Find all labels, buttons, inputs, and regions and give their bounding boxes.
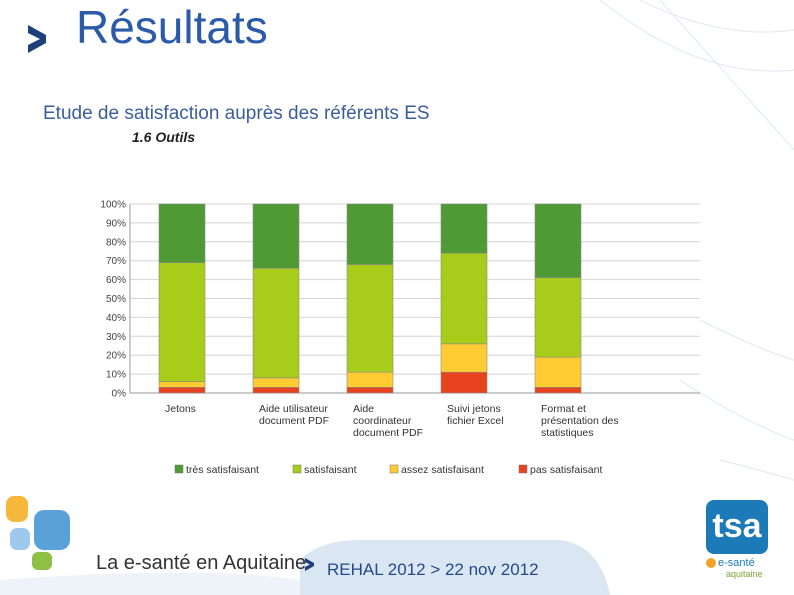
legend-label: pas satisfaisant [530,464,602,476]
bar-segment [346,264,394,373]
footer-event-text: REHAL 2012 > 22 nov 2012 [327,560,539,579]
y-tick-label: 90% [106,218,126,229]
bar-segment [346,203,394,265]
y-tick-label: 60% [106,275,126,286]
bar-segment [158,203,206,263]
legend-item: satisfaisant [292,464,357,476]
bar-segment [252,267,300,379]
x-category-label: Suivi jetons fichier Excel [447,403,504,427]
legend-label: très satisfaisant [186,464,259,476]
bar-segment [534,387,582,394]
bar-segment [158,387,206,394]
esante-aquitaine-logo [6,496,70,570]
y-tick-label: 40% [106,313,126,324]
section-label: 1.6 Outils [132,129,196,145]
bar-segment [252,377,300,388]
bar-segment [440,343,488,373]
legend-item: très satisfaisant [174,464,259,476]
bar-segment [158,381,206,388]
chevron-icon [28,25,46,53]
y-tick-label: 0% [112,389,127,400]
bar-segment [440,252,488,345]
tsa-logo-esante: e-santé [718,557,755,569]
legend-swatch [518,464,528,474]
legend-label: satisfaisant [304,464,357,476]
legend-label: assez satisfaisant [401,464,484,476]
x-category-label: Aide coordinateur document PDF [353,403,423,439]
bar-segment [346,387,394,394]
x-category-label: Aide utilisateur document PDF [259,403,329,427]
bar-segment [534,203,582,279]
y-tick-label: 50% [106,294,126,305]
y-tick-label: 100% [100,200,126,211]
legend-swatch [174,464,184,474]
tsa-logo: tsa [706,500,768,554]
y-tick-label: 30% [106,332,126,343]
bar-segment [252,203,300,269]
page-title: Résultats [76,1,268,53]
y-tick-label: 70% [106,256,126,267]
bar-segment [534,277,582,358]
bar-segment [440,371,488,394]
bar-segment [440,203,488,254]
y-tick-label: 80% [106,237,126,248]
y-tick-label: 20% [106,351,126,362]
x-category-label: Format et présentation des statistiques [541,403,619,439]
footer-band [0,540,610,595]
bar-segment [346,371,394,388]
legend-item: assez satisfaisant [389,464,484,476]
bar-segment [534,356,582,388]
footer-chevron-icon [305,558,314,571]
legend-item: pas satisfaisant [518,464,602,476]
tsa-logo-region: aquitaine [726,569,763,579]
legend-swatch [292,464,302,474]
footer-brand: La e-santé en Aquitaine [96,552,307,574]
bar-segment [252,387,300,394]
x-category-label: Jetons [165,403,196,415]
page-subtitle: Etude de satisfaction auprès des référen… [43,103,430,124]
bar-segment [158,262,206,382]
legend-swatch [389,464,399,474]
y-tick-label: 10% [106,370,126,381]
logo-dot-icon [706,558,716,568]
